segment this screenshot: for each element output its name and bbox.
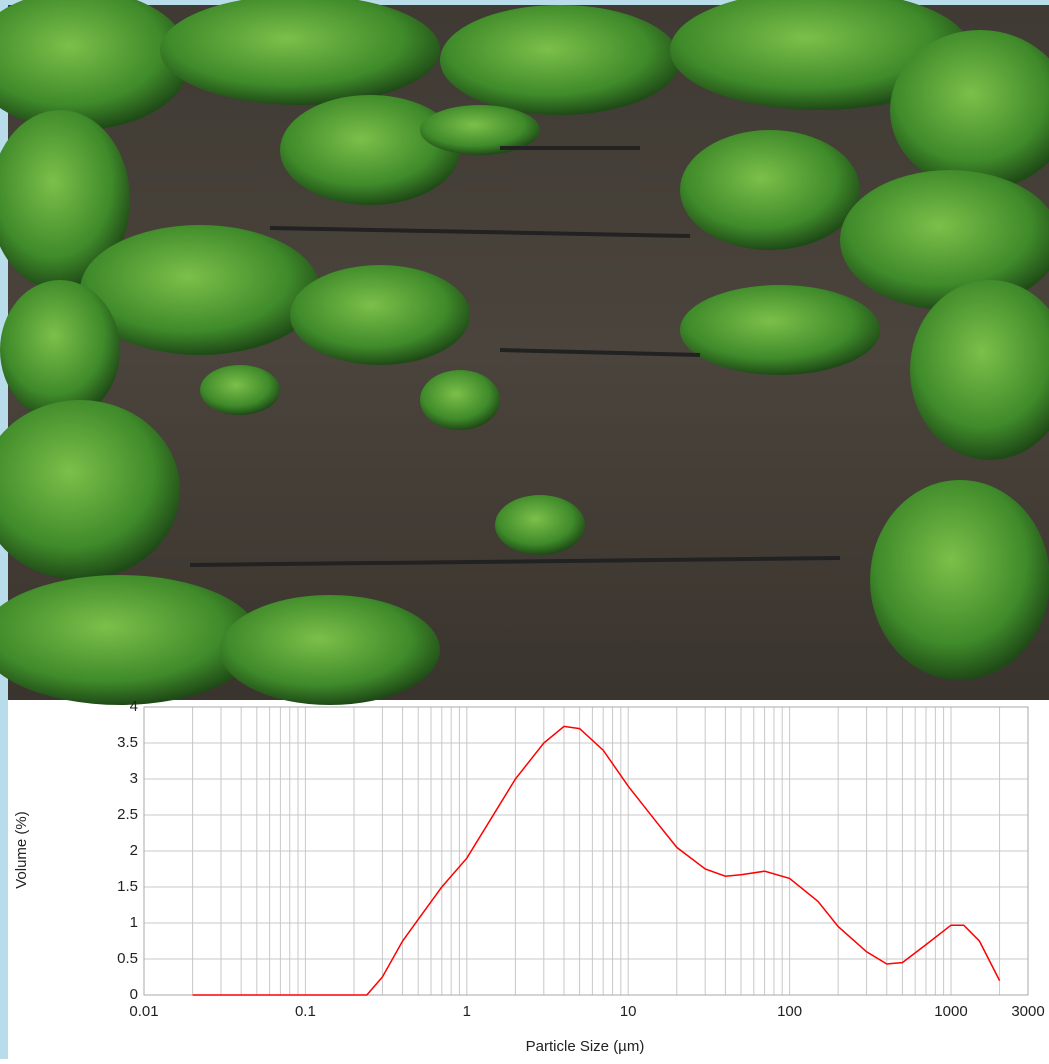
- x-tick-label: 0.1: [295, 1003, 316, 1020]
- y-tick-label: 1.5: [117, 878, 138, 895]
- x-tick-label: 0.01: [129, 1003, 158, 1020]
- x-tick-label: 1000: [934, 1003, 967, 1020]
- y-tick-label: 3: [130, 770, 138, 787]
- y-axis-label: Volume (%): [13, 811, 30, 889]
- y-tick-label: 0: [130, 986, 138, 1003]
- page: 0 0.5 1 1.5 2 2.5 3 3.5 4 0.01 0.1 1 10 100 1000 3000 P…: [0, 0, 1049, 1059]
- photo: [0, 0, 1049, 705]
- x-tick-label: 100: [777, 1003, 802, 1020]
- y-tick-label: 2.5: [117, 806, 138, 823]
- figure: 0 0.5 1 1.5 2 2.5 3 3.5 4 0.01 0.1 1 10 100 1000 3000 P…: [0, 0, 1049, 1059]
- y-tick-label: 1: [130, 914, 138, 931]
- x-tick-label: 3000: [1011, 1003, 1044, 1020]
- y-tick-label: 4: [130, 698, 138, 715]
- y-tick-label: 3.5: [117, 734, 138, 751]
- y-tick-label: 2: [130, 842, 138, 859]
- x-tick-label: 1: [463, 1003, 471, 1020]
- x-tick-label: 10: [620, 1003, 637, 1020]
- plot-area: 0 0.5 1 1.5 2 2.5 3 3.5 4 0.01 0.1 1 10 100 1000 3000: [117, 698, 1045, 1020]
- x-axis-label: Particle Size (µm): [526, 1038, 645, 1055]
- y-tick-label: 0.5: [117, 950, 138, 967]
